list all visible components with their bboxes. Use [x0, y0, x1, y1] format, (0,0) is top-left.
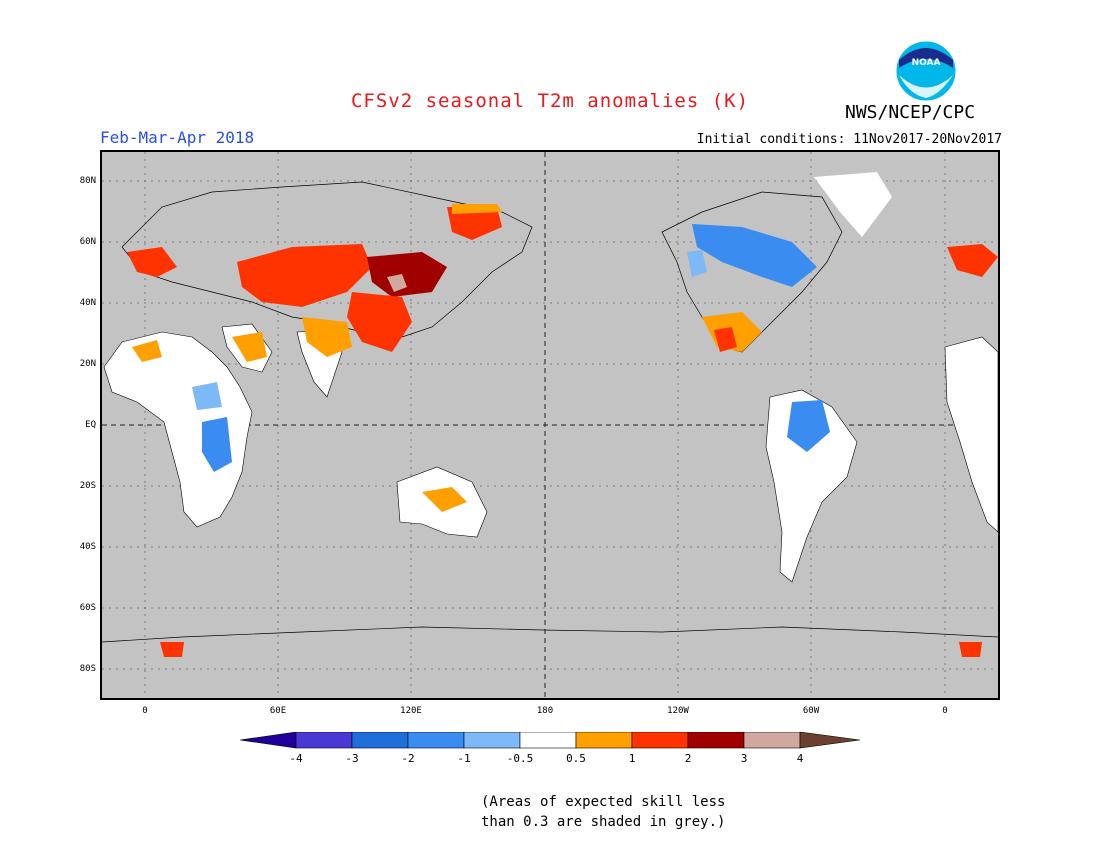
mongolia-brown-patch — [387, 274, 407, 292]
central-asia-warm-anomaly — [237, 244, 372, 307]
skill-note: (Areas of expected skill less than 0.3 a… — [481, 792, 725, 832]
colorbar-bin-8 — [687, 732, 745, 749]
lon-label-60e: 60E — [269, 706, 287, 716]
colorbar-label--2: -2 — [401, 752, 415, 765]
lon-label-120w: 120W — [667, 706, 689, 716]
lat-label-20n: 20N — [79, 359, 96, 369]
africa-region — [103, 331, 253, 528]
eurasia-outline — [121, 181, 533, 338]
colorbar-bin-6 — [575, 732, 633, 749]
sahel-cold-patch — [192, 382, 222, 410]
china-warm-anomaly — [347, 292, 412, 352]
colorbar-label--0-5: -0.5 — [506, 752, 534, 765]
skill-note-line1: (Areas of expected skill less — [481, 794, 726, 810]
antarctica-outline — [102, 626, 998, 643]
lon-label-180: 180 — [536, 706, 554, 716]
colorbar-bin-7 — [631, 732, 689, 749]
amazon-cold-anomaly — [787, 400, 830, 452]
colorbar-label--4: -4 — [289, 752, 303, 765]
lat-label-60s: 60S — [79, 603, 96, 613]
colorbar-arrow-right — [799, 732, 861, 749]
forecast-period: Feb-Mar-Apr 2018 — [100, 128, 255, 147]
colorbar-label--1: -1 — [457, 752, 471, 765]
colorbar-label-2: 2 — [684, 752, 692, 765]
colorbar — [240, 732, 861, 749]
colorbar-arrow-left — [240, 732, 297, 749]
anomaly-map — [100, 150, 1000, 700]
canada-cold-anomaly — [692, 224, 817, 287]
colorbar-label-4: 4 — [796, 752, 804, 765]
map-canvas — [102, 152, 998, 698]
lat-label-40n: 40N — [79, 298, 96, 308]
lat-label-20s: 20S — [79, 481, 96, 491]
organization-label: NWS/NCEP/CPC — [845, 102, 976, 123]
chart-title: CFSv2 seasonal T2m anomalies (K) — [350, 90, 750, 112]
colorbar-bin-4 — [463, 732, 521, 749]
east-siberia-orange — [452, 204, 502, 214]
colorbar-label--3: -3 — [345, 752, 359, 765]
arabia-warm-patch — [232, 332, 267, 362]
colorbar-label-3: 3 — [740, 752, 748, 765]
antarctica-warm-right — [959, 642, 982, 657]
noaa-logo-text: NOAA — [912, 58, 941, 68]
mongolia-strong-warm-anomaly — [367, 252, 447, 297]
colorbar-label-0-5: 0.5 — [566, 752, 586, 765]
colorbar-bin-2 — [351, 732, 409, 749]
antarctica-warm-left — [160, 642, 184, 657]
europe-warm-anomaly — [127, 247, 177, 277]
colorbar-bin-1 — [295, 732, 353, 749]
south-asia-moderate-warm — [302, 317, 352, 357]
north-america-outline — [661, 191, 843, 353]
greenland-white — [814, 172, 892, 237]
east-siberia-warm-anomaly — [447, 207, 502, 240]
lat-label-80n: 80N — [79, 176, 96, 186]
lat-label-40s: 40S — [79, 542, 96, 552]
lat-label-80s: 80S — [79, 664, 96, 674]
lon-label-60w: 60W — [802, 706, 820, 716]
map-equator-dateline — [102, 152, 998, 698]
canada-light-cold — [687, 250, 707, 277]
lon-label-0-right: 0 — [942, 706, 948, 716]
colorbar-bin-5 — [519, 732, 577, 749]
colorbar-label-1: 1 — [628, 752, 636, 765]
lon-label-0: 0 — [142, 706, 148, 716]
lat-label-60n: 60N — [79, 237, 96, 247]
colorbar-bin-3 — [407, 732, 465, 749]
mexico-strong-warm — [714, 327, 737, 352]
europe-repeat-warm — [947, 244, 998, 277]
skill-note-line2: than 0.3 are shaded in grey.) — [481, 814, 726, 830]
africa-repeat-region — [944, 336, 998, 533]
initial-conditions: Initial conditions: 11Nov2017-20Nov2017 — [696, 132, 1002, 147]
sahara-warm-patch — [132, 340, 162, 362]
east-africa-cold-anomaly — [202, 417, 232, 472]
australia-warm-patch — [422, 487, 467, 512]
lat-label-eq: EQ — [85, 420, 96, 430]
colorbar-bin-9 — [743, 732, 801, 749]
noaa-logo: NOAA — [895, 40, 957, 102]
lon-label-120e: 120E — [400, 706, 422, 716]
